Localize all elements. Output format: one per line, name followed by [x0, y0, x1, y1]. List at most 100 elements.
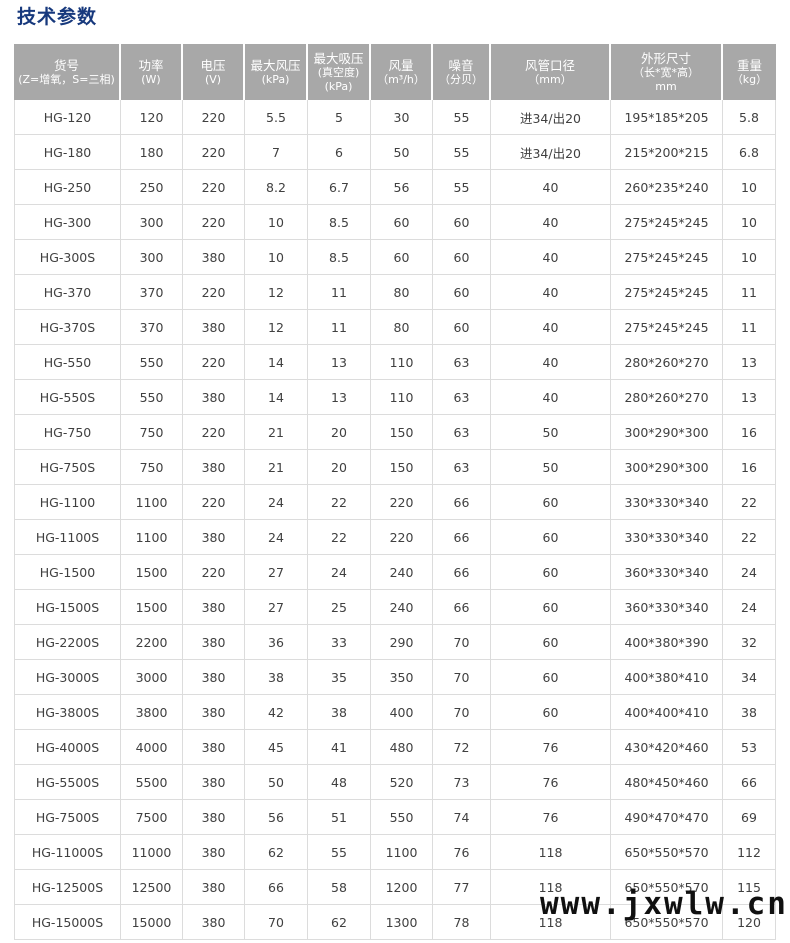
cell-noise: 63 — [433, 345, 491, 380]
header-cell-max-suction: 最大吸压 (真空度) (kPa) — [308, 44, 371, 100]
cell-duct-diameter: 60 — [491, 555, 611, 590]
cell-duct-diameter: 60 — [491, 520, 611, 555]
cell-voltage: 220 — [183, 275, 245, 310]
cell-max-pressure: 62 — [245, 835, 308, 870]
cell-air-volume: 1100 — [371, 835, 433, 870]
cell-max-pressure: 14 — [245, 345, 308, 380]
cell-weight: 13 — [723, 380, 776, 415]
header-label: （kg） — [731, 72, 768, 86]
cell-dimensions: 360*330*340 — [611, 590, 723, 625]
cell-noise: 60 — [433, 275, 491, 310]
cell-noise: 70 — [433, 695, 491, 730]
cell-noise: 63 — [433, 380, 491, 415]
table-row: HG-300S 300 380 10 8.5 60 60 40 275*245*245 10 — [14, 240, 776, 275]
cell-max-suction: 41 — [308, 730, 371, 765]
cell-air-volume: 150 — [371, 450, 433, 485]
header-label: 噪音 — [448, 57, 474, 73]
cell-model: HG-5500S — [14, 765, 121, 800]
header-label: 风量 — [388, 57, 414, 73]
cell-noise: 66 — [433, 485, 491, 520]
cell-model: HG-750 — [14, 415, 121, 450]
header-label: 货号 — [53, 57, 79, 73]
cell-noise: 60 — [433, 310, 491, 345]
cell-max-suction: 55 — [308, 835, 371, 870]
table-row: HG-12500S 12500 380 66 58 1200 77 118 650*550*57… — [14, 870, 776, 905]
cell-noise: 78 — [433, 905, 491, 940]
cell-duct-diameter: 60 — [491, 590, 611, 625]
table-row: HG-1100S 1100 380 24 22 220 66 60 330*330*340 22 — [14, 520, 776, 555]
cell-max-suction: 24 — [308, 555, 371, 590]
cell-model: HG-4000S — [14, 730, 121, 765]
table-row: HG-370S 370 380 12 11 80 60 40 275*245*245 11 — [14, 310, 776, 345]
cell-duct-diameter: 60 — [491, 660, 611, 695]
cell-noise: 55 — [433, 100, 491, 135]
cell-max-suction: 8.5 — [308, 240, 371, 275]
cell-duct-diameter: 118 — [491, 835, 611, 870]
cell-model: HG-750S — [14, 450, 121, 485]
cell-power: 3800 — [121, 695, 183, 730]
cell-max-pressure: 56 — [245, 800, 308, 835]
table-row: HG-4000S 4000 380 45 41 480 72 76 430*420*460 53 — [14, 730, 776, 765]
cell-air-volume: 30 — [371, 100, 433, 135]
cell-duct-diameter: 50 — [491, 450, 611, 485]
cell-dimensions: 490*470*470 — [611, 800, 723, 835]
cell-duct-diameter: 118 — [491, 905, 611, 940]
cell-weight: 22 — [723, 520, 776, 555]
cell-weight: 34 — [723, 660, 776, 695]
cell-model: HG-550 — [14, 345, 121, 380]
cell-noise: 77 — [433, 870, 491, 905]
table-row: HG-120 120 220 5.5 5 30 55 进34/出20 195*185*205 5.… — [14, 100, 776, 135]
cell-max-suction: 20 — [308, 450, 371, 485]
header-cell-voltage: 电压 (V) — [183, 44, 245, 100]
cell-weight: 120 — [723, 905, 776, 940]
cell-air-volume: 60 — [371, 240, 433, 275]
cell-weight: 22 — [723, 485, 776, 520]
cell-weight: 6.8 — [723, 135, 776, 170]
cell-model: HG-250 — [14, 170, 121, 205]
cell-weight: 38 — [723, 695, 776, 730]
cell-voltage: 220 — [183, 135, 245, 170]
cell-max-pressure: 27 — [245, 555, 308, 590]
table-row: HG-370 370 220 12 11 80 60 40 275*245*245 11 — [14, 275, 776, 310]
cell-model: HG-1100 — [14, 485, 121, 520]
cell-air-volume: 550 — [371, 800, 433, 835]
cell-max-pressure: 66 — [245, 870, 308, 905]
header-cell-power: 功率 (W) — [121, 44, 183, 100]
cell-max-suction: 62 — [308, 905, 371, 940]
cell-max-pressure: 12 — [245, 275, 308, 310]
cell-noise: 66 — [433, 555, 491, 590]
cell-max-suction: 5 — [308, 100, 371, 135]
cell-weight: 69 — [723, 800, 776, 835]
cell-max-pressure: 24 — [245, 485, 308, 520]
cell-duct-diameter: 118 — [491, 870, 611, 905]
cell-dimensions: 260*235*240 — [611, 170, 723, 205]
cell-duct-diameter: 76 — [491, 730, 611, 765]
cell-power: 1500 — [121, 555, 183, 590]
cell-model: HG-300 — [14, 205, 121, 240]
cell-dimensions: 300*290*300 — [611, 450, 723, 485]
cell-duct-diameter: 进34/出20 — [491, 100, 611, 135]
page-title: 技术参数 — [17, 6, 98, 28]
cell-duct-diameter: 76 — [491, 800, 611, 835]
cell-max-pressure: 36 — [245, 625, 308, 660]
cell-noise: 73 — [433, 765, 491, 800]
cell-duct-diameter: 60 — [491, 485, 611, 520]
header-cell-duct-diameter: 风管口径 （mm） — [491, 44, 611, 100]
header-label: mm — [655, 79, 677, 93]
table-row: HG-3800S 3800 380 42 38 400 70 60 400*400*410 38 — [14, 695, 776, 730]
specs-table: 货号 (Z=增氧，S=三相) 功率 (W) 电压 (V) 最大风压 (kPa) 最大吸压 (真空度… — [14, 44, 776, 940]
header-label: (Z=增氧，S=三相) — [18, 72, 115, 86]
cell-noise: 66 — [433, 520, 491, 555]
header-label: 外形尺寸 — [640, 50, 691, 66]
cell-power: 550 — [121, 345, 183, 380]
cell-voltage: 220 — [183, 100, 245, 135]
cell-max-pressure: 70 — [245, 905, 308, 940]
cell-model: HG-120 — [14, 100, 121, 135]
cell-noise: 60 — [433, 240, 491, 275]
cell-voltage: 380 — [183, 590, 245, 625]
cell-power: 300 — [121, 205, 183, 240]
header-label: （长*宽*高） — [633, 65, 699, 79]
cell-dimensions: 650*550*570 — [611, 870, 723, 905]
cell-power: 370 — [121, 310, 183, 345]
header-cell-weight: 重量 （kg） — [723, 44, 776, 100]
